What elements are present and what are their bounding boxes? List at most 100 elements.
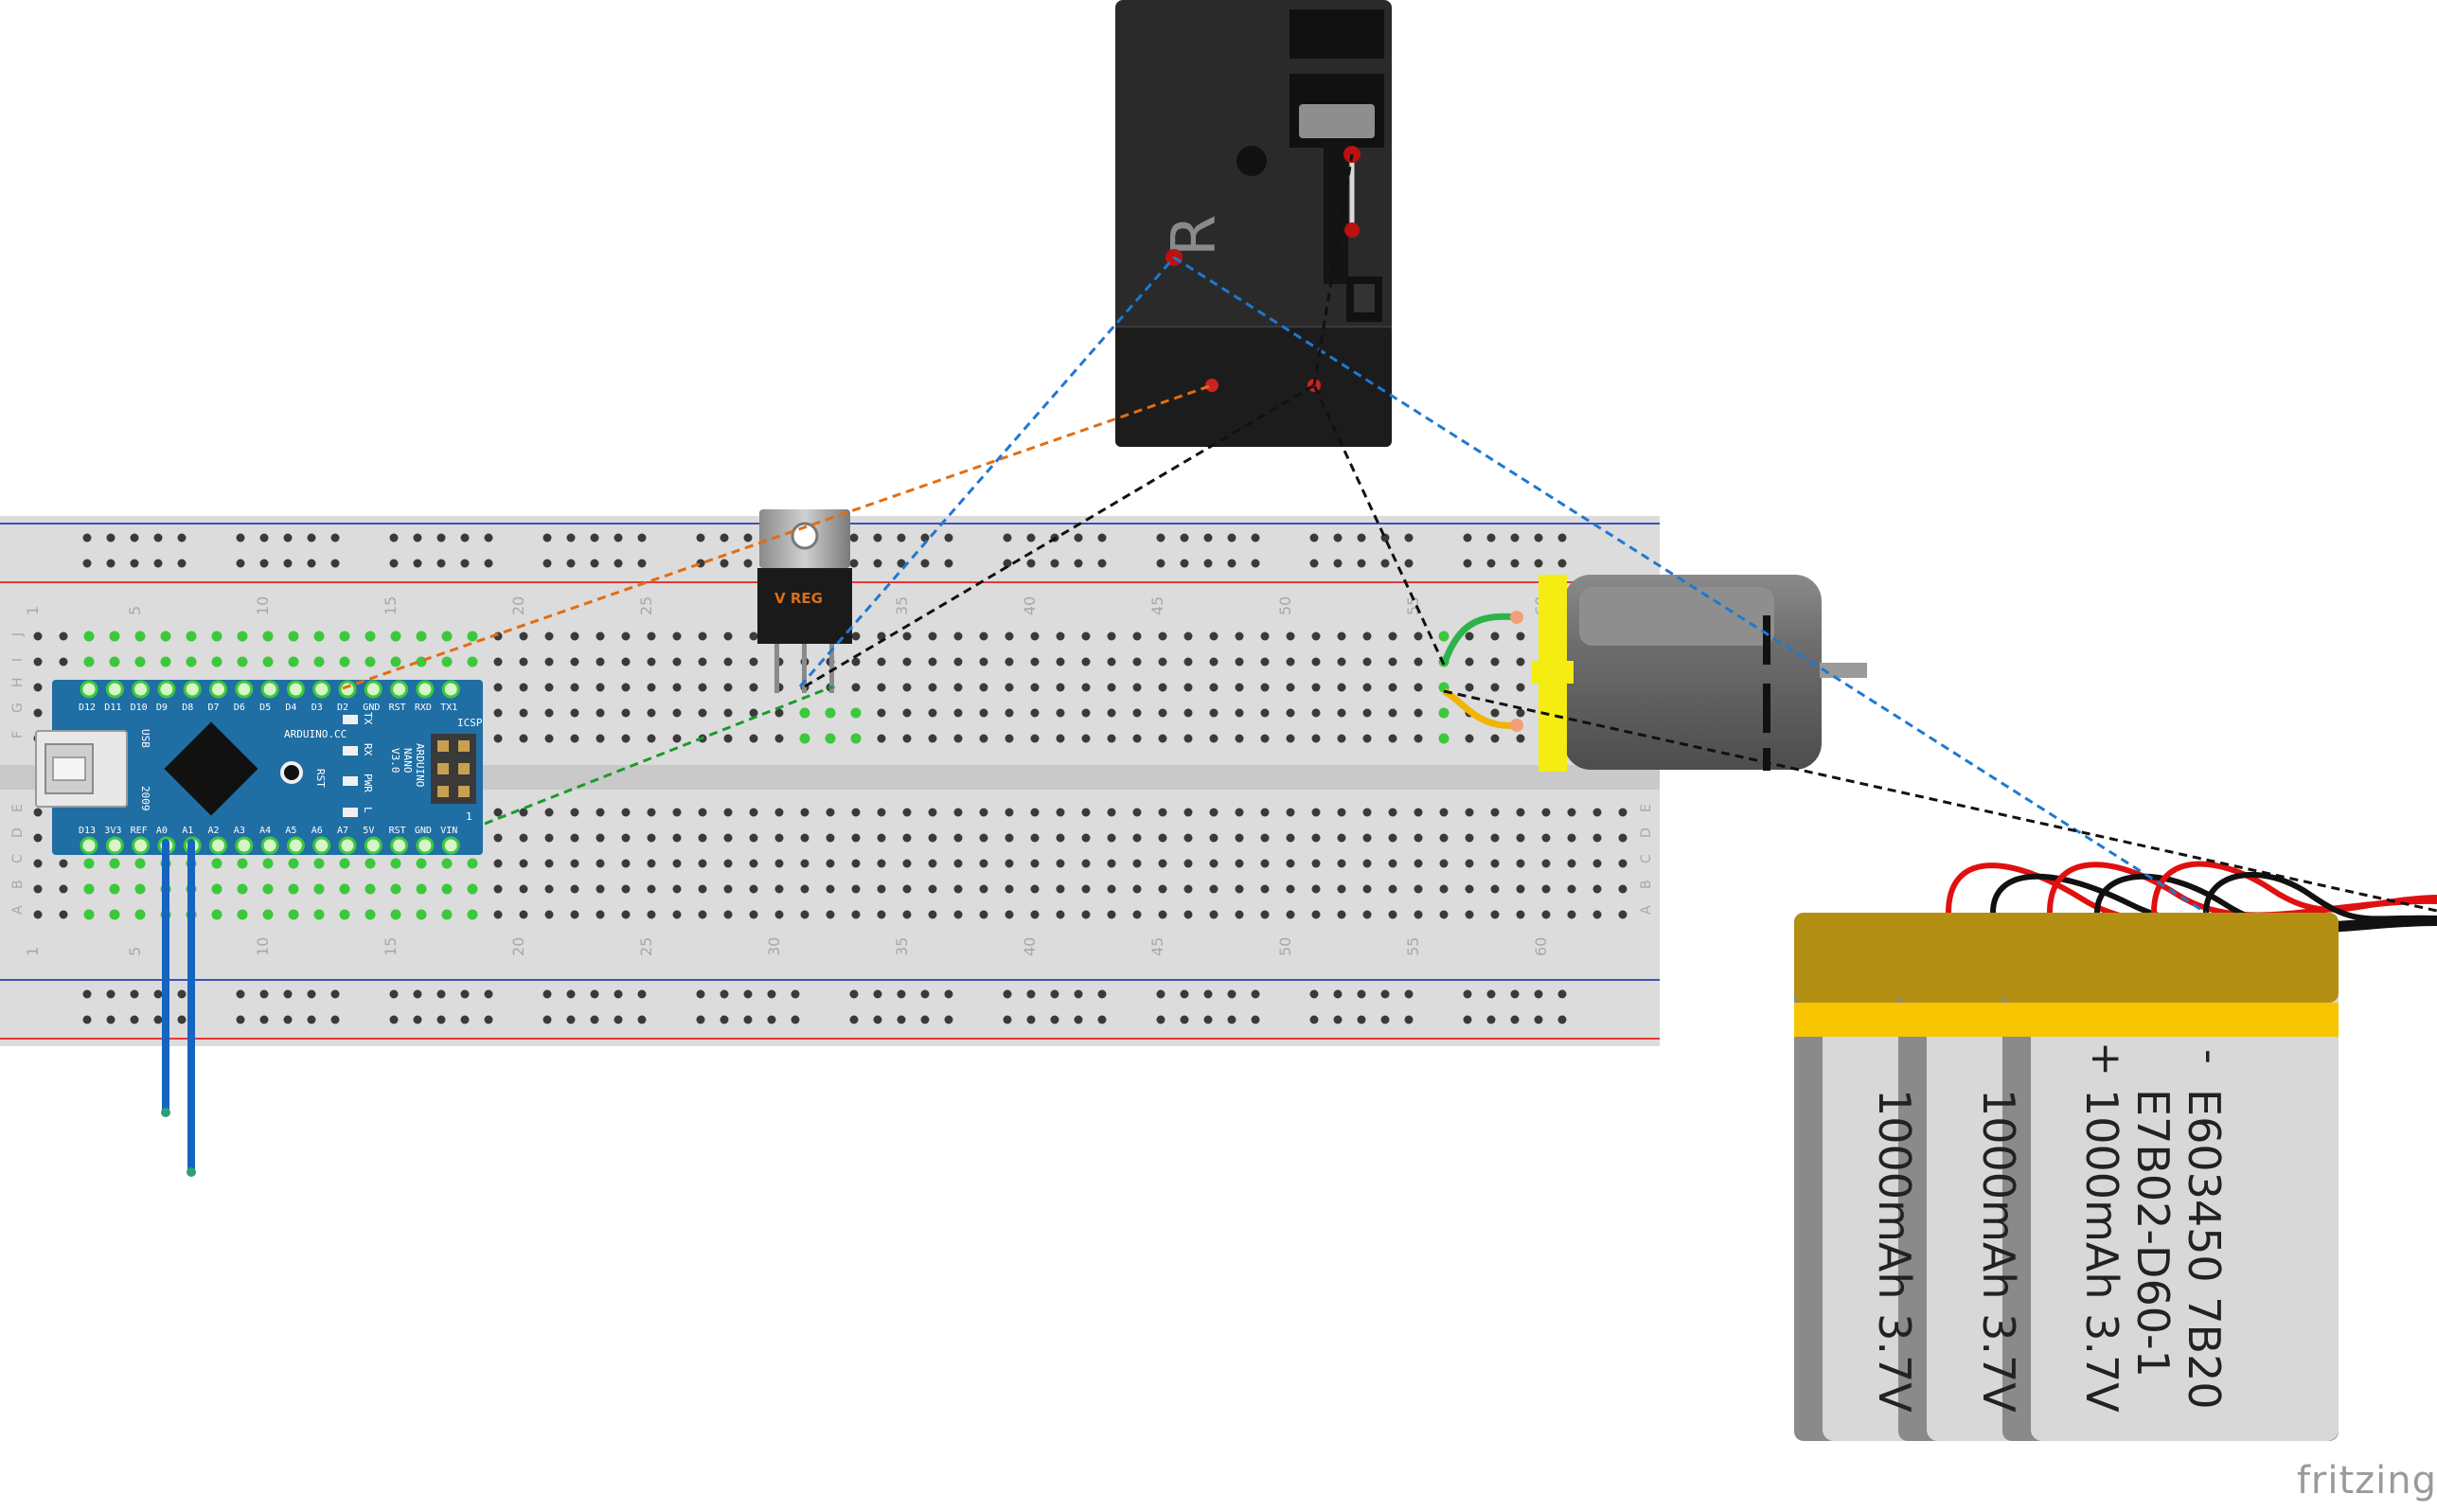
breadboard-hole[interactable]	[698, 833, 707, 843]
rail-hole[interactable]	[743, 559, 753, 568]
rail-hole[interactable]	[283, 559, 293, 568]
reset-button[interactable]	[280, 761, 303, 784]
breadboard-hole[interactable]	[1209, 808, 1218, 817]
breadboard-hole[interactable]	[1209, 708, 1218, 718]
breadboard-hole[interactable]	[621, 657, 631, 667]
rail-hole[interactable]	[413, 533, 422, 543]
rail-hole[interactable]	[944, 559, 953, 568]
rail-hole[interactable]	[1534, 1015, 1543, 1024]
breadboard-hole[interactable]	[1030, 734, 1040, 743]
rail-hole[interactable]	[849, 533, 859, 543]
breadboard-hole[interactable]	[851, 631, 861, 641]
rail-hole[interactable]	[1180, 533, 1189, 543]
rail-hole[interactable]	[413, 989, 422, 999]
breadboard-hole[interactable]	[596, 657, 605, 667]
breadboard-hole[interactable]	[313, 631, 325, 642]
breadboard-hole[interactable]	[1209, 657, 1218, 667]
breadboard-hole[interactable]	[749, 734, 758, 743]
rail-hole[interactable]	[1404, 533, 1414, 543]
breadboard-hole[interactable]	[237, 909, 248, 920]
rail-hole[interactable]	[566, 989, 576, 999]
breadboard-hole[interactable]	[1388, 808, 1397, 817]
breadboard-hole[interactable]	[1005, 631, 1014, 641]
breadboard-hole[interactable]	[953, 734, 963, 743]
arduino-pin[interactable]	[80, 836, 98, 855]
breadboard-hole[interactable]	[928, 708, 937, 718]
breadboard-hole[interactable]	[902, 910, 912, 919]
breadboard-hole[interactable]	[979, 631, 988, 641]
breadboard-hole[interactable]	[519, 657, 528, 667]
rail-hole[interactable]	[460, 533, 470, 543]
breadboard-hole[interactable]	[596, 910, 605, 919]
breadboard-hole[interactable]	[570, 910, 579, 919]
breadboard-hole[interactable]	[1132, 884, 1142, 894]
arduino-pin[interactable]	[338, 836, 357, 855]
rail-hole[interactable]	[614, 989, 623, 999]
breadboard-hole[interactable]	[1183, 708, 1193, 718]
breadboard-hole[interactable]	[544, 808, 554, 817]
breadboard-hole[interactable]	[877, 683, 886, 692]
rail-hole[interactable]	[767, 989, 776, 999]
breadboard-hole[interactable]	[1311, 734, 1321, 743]
breadboard-hole[interactable]	[902, 884, 912, 894]
rail-hole[interactable]	[1486, 989, 1496, 999]
breadboard-hole[interactable]	[441, 909, 453, 920]
breadboard-hole[interactable]	[647, 859, 656, 868]
breadboard-hole[interactable]	[1388, 884, 1397, 894]
breadboard-hole[interactable]	[723, 859, 733, 868]
rail-hole[interactable]	[637, 559, 647, 568]
rail-hole[interactable]	[236, 533, 245, 543]
breadboard-hole[interactable]	[1388, 734, 1397, 743]
breadboard-hole[interactable]	[1516, 657, 1525, 667]
breadboard-hole[interactable]	[672, 910, 682, 919]
breadboard-hole[interactable]	[1081, 683, 1091, 692]
rail-hole[interactable]	[1309, 1015, 1319, 1024]
breadboard-hole[interactable]	[1286, 631, 1295, 641]
breadboard-hole[interactable]	[979, 808, 988, 817]
breadboard-hole[interactable]	[1286, 884, 1295, 894]
rail-hole[interactable]	[1357, 989, 1366, 999]
rail-hole[interactable]	[1050, 989, 1059, 999]
rail-hole[interactable]	[920, 989, 930, 999]
arduino-pin[interactable]	[441, 836, 460, 855]
breadboard-hole[interactable]	[1516, 833, 1525, 843]
breadboard-hole[interactable]	[877, 859, 886, 868]
rail-hole[interactable]	[330, 989, 340, 999]
rail-hole[interactable]	[566, 533, 576, 543]
rail-hole[interactable]	[743, 1015, 753, 1024]
breadboard-hole[interactable]	[1183, 808, 1193, 817]
rail-hole[interactable]	[590, 559, 599, 568]
rail-hole[interactable]	[873, 989, 882, 999]
breadboard-hole[interactable]	[83, 656, 95, 667]
rail-hole[interactable]	[283, 1015, 293, 1024]
breadboard-hole[interactable]	[1414, 884, 1423, 894]
breadboard-hole[interactable]	[877, 657, 886, 667]
breadboard-hole[interactable]	[672, 859, 682, 868]
breadboard-hole[interactable]	[1414, 910, 1423, 919]
breadboard-hole[interactable]	[877, 884, 886, 894]
breadboard-hole[interactable]	[83, 883, 95, 895]
rail-hole[interactable]	[897, 1015, 906, 1024]
rail-hole[interactable]	[543, 989, 552, 999]
breadboard-hole[interactable]	[1465, 734, 1474, 743]
breadboard-hole[interactable]	[1107, 657, 1116, 667]
rail-hole[interactable]	[1380, 559, 1390, 568]
breadboard-hole[interactable]	[1516, 910, 1525, 919]
breadboard-hole[interactable]	[33, 910, 43, 919]
breadboard-hole[interactable]	[698, 683, 707, 692]
rail-hole[interactable]	[259, 1015, 269, 1024]
rail-hole[interactable]	[1463, 533, 1472, 543]
breadboard-hole[interactable]	[1260, 859, 1270, 868]
rail-hole[interactable]	[543, 1015, 552, 1024]
rail-hole[interactable]	[897, 533, 906, 543]
rail-hole[interactable]	[944, 1015, 953, 1024]
breadboard-hole[interactable]	[1209, 884, 1218, 894]
breadboard-hole[interactable]	[953, 708, 963, 718]
rail-hole[interactable]	[283, 533, 293, 543]
breadboard-hole[interactable]	[800, 833, 809, 843]
breadboard-hole[interactable]	[1030, 808, 1040, 817]
rail-hole[interactable]	[1309, 533, 1319, 543]
breadboard-hole[interactable]	[1132, 910, 1142, 919]
rail-hole[interactable]	[743, 989, 753, 999]
breadboard-hole[interactable]	[851, 910, 861, 919]
